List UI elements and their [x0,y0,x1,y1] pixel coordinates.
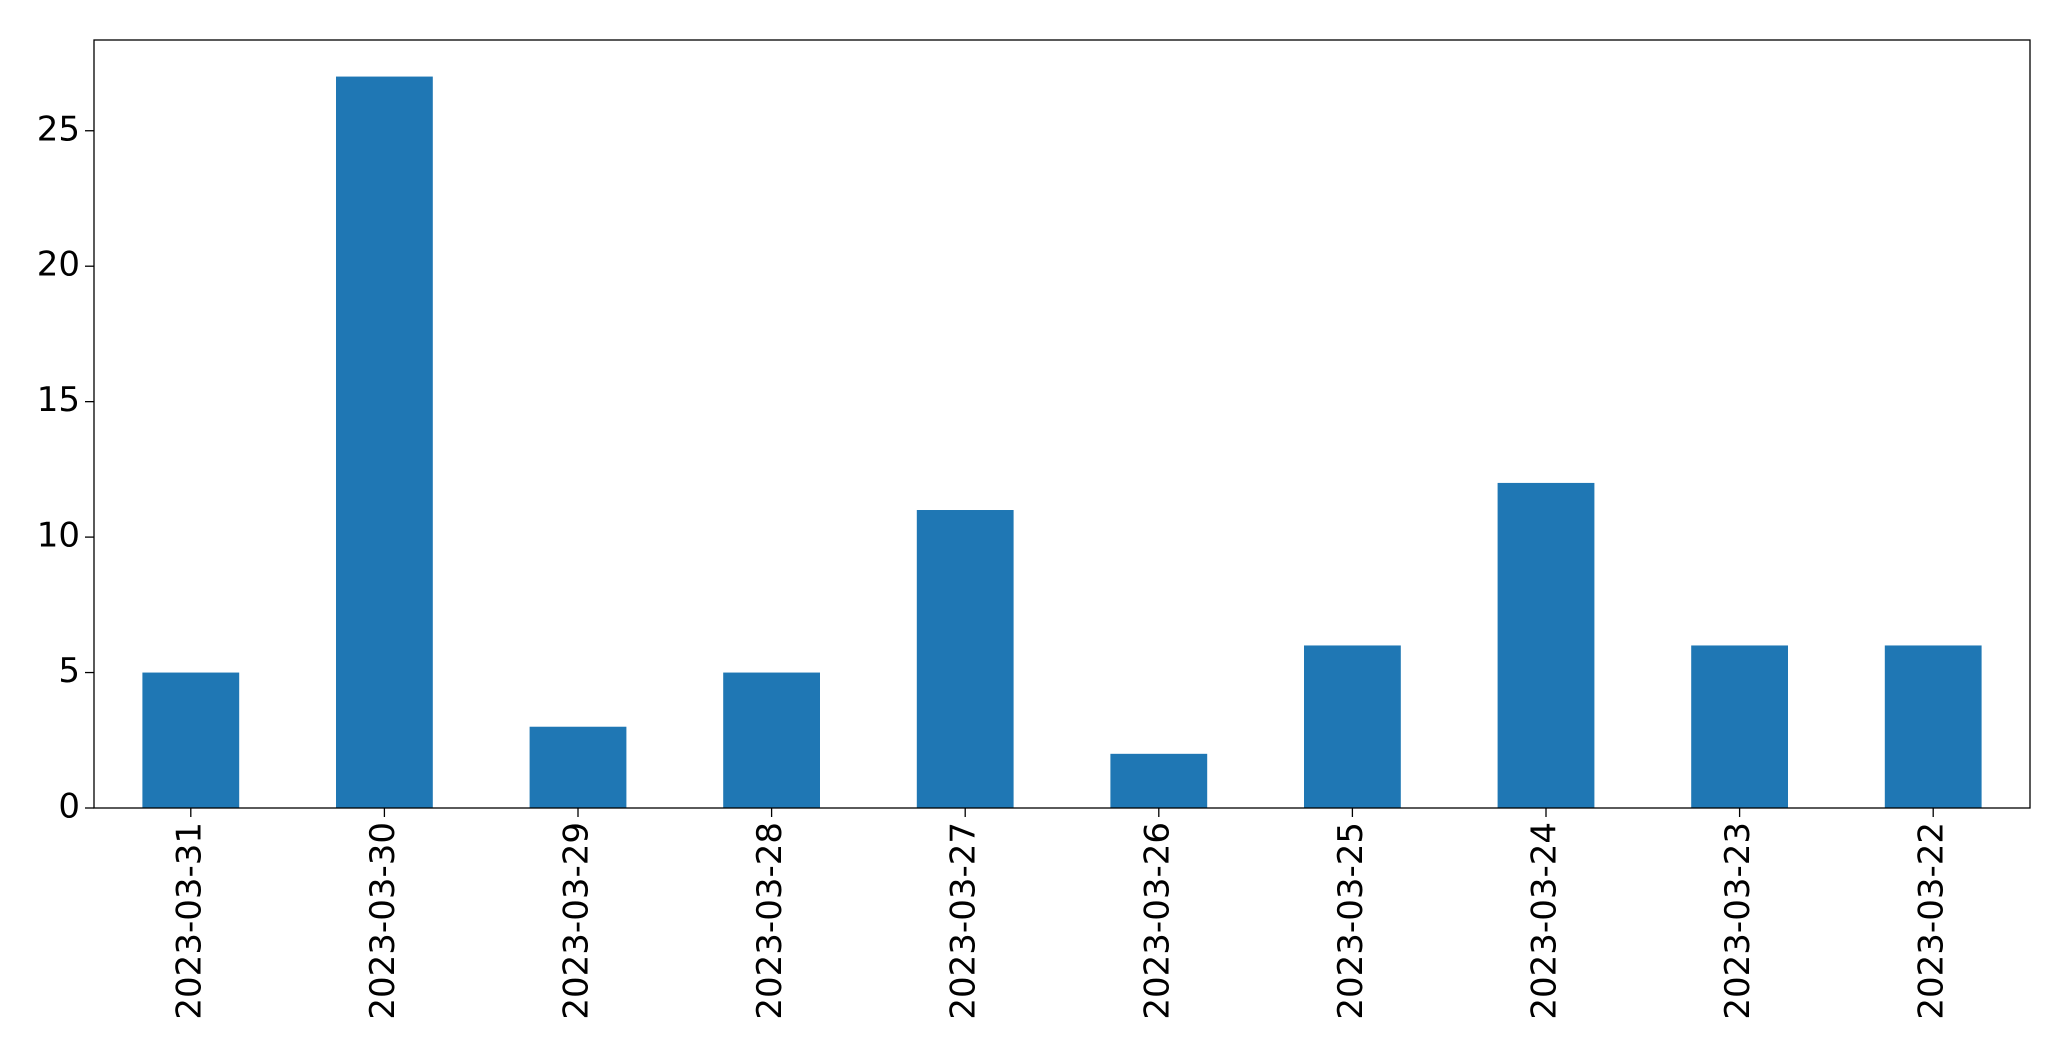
bar [529,726,627,808]
x-tick-label: 2023-03-24 [1525,822,1565,1020]
bar [916,510,1014,808]
bar [1304,645,1401,808]
bar [336,76,433,809]
y-tick-label: 15 [37,380,80,420]
x-tick-label: 2023-03-23 [1718,822,1758,1020]
y-tick-label: 5 [58,651,80,691]
x-tick-label: 2023-03-31 [169,822,209,1020]
y-tick-label: 20 [37,245,80,285]
y-tick-label: 10 [37,516,80,556]
x-tick-label: 2023-03-22 [1912,822,1952,1020]
bar [723,672,820,808]
bar [1110,753,1208,808]
x-tick-label: 2023-03-30 [363,822,403,1020]
bar [1497,482,1595,808]
y-tick-label: 25 [37,109,80,149]
bar [1691,645,1788,808]
x-tick-label: 2023-03-27 [944,822,984,1020]
bar [1884,645,1982,808]
plot-frame [93,39,2031,809]
bar [142,672,240,808]
x-tick-label: 2023-03-26 [1137,822,1177,1020]
x-tick-label: 2023-03-28 [750,822,790,1020]
x-tick-label: 2023-03-29 [557,822,597,1020]
y-tick-label: 0 [58,787,80,827]
x-tick-label: 2023-03-25 [1331,822,1371,1020]
